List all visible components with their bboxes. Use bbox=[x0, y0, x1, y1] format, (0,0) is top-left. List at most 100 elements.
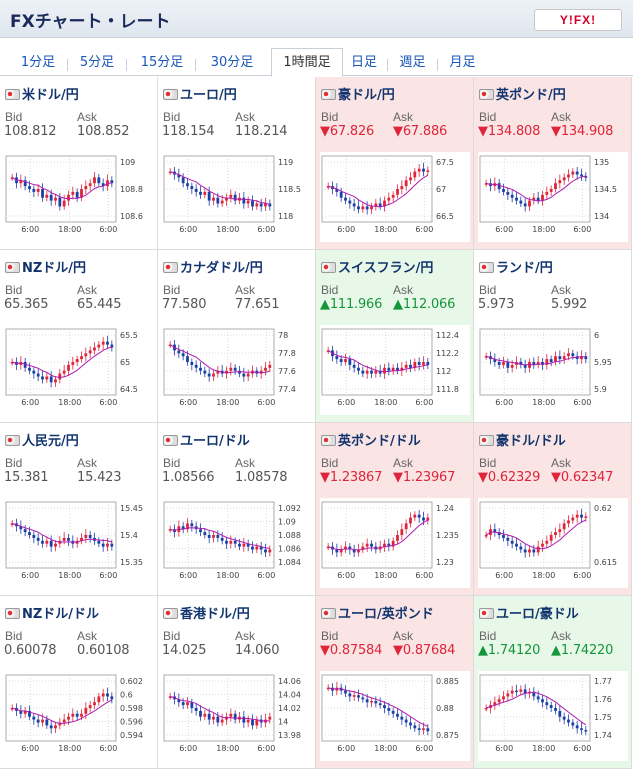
rate-card[interactable]: ユーロ/英ポンド Bid Ask ▼0.87584 ▼0.87684 0.885 0.88 0… bbox=[316, 596, 474, 769]
candle-body bbox=[75, 191, 79, 198]
mini-chart[interactable]: 67.5 67 66.5 6:00 18:00 6:00 bbox=[320, 152, 470, 242]
mini-chart[interactable]: 1.092 1.09 1.088 1.086 1.084 6:00 18:00 6:00 bbox=[162, 498, 312, 588]
y-tick-label: 1.088 bbox=[278, 531, 301, 540]
pair-name[interactable]: スイスフラン/円 bbox=[321, 257, 433, 276]
candle-body bbox=[532, 549, 536, 553]
pair-name[interactable]: NZドル/ドル bbox=[5, 603, 99, 622]
candle-body bbox=[370, 370, 373, 374]
candle-body bbox=[391, 540, 395, 547]
rate-card[interactable]: ユーロ/豪ドル Bid Ask ▲1.74120 ▲1.74220 1.77 1.76 1.7… bbox=[474, 596, 632, 769]
mini-chart[interactable]: 78 77.8 77.6 77.4 6:00 18:00 6:00 bbox=[162, 325, 312, 415]
rate-card[interactable]: ユーロ/円 Bid Ask 118.154 118.214 119 118.5 118 6:00… bbox=[158, 77, 316, 250]
rate-card[interactable]: ユーロ/ドル Bid Ask 1.08566 1.08578 1.092 1.09 1.088… bbox=[158, 423, 316, 596]
pair-name[interactable]: 豪ドル/円 bbox=[321, 84, 395, 103]
rate-card[interactable]: カナダドル/円 Bid Ask 77.580 77.651 78 77.8 77.6 77.4 6… bbox=[158, 250, 316, 423]
tab-6[interactable]: 週足 bbox=[399, 55, 426, 70]
candle-body bbox=[562, 523, 566, 530]
mini-chart[interactable]: 109 108.8 108.6 6:00 18:00 6:00 bbox=[4, 152, 154, 242]
mini-chart[interactable]: 112.4 112.2 112 111.8 6:00 18:00 6:00 bbox=[320, 325, 470, 415]
candle-body bbox=[422, 517, 425, 521]
mini-chart[interactable]: 1.24 1.235 1.23 6:00 18:00 6:00 bbox=[320, 498, 470, 588]
flag-icon bbox=[321, 89, 336, 100]
flag-icon bbox=[163, 435, 178, 446]
candle-body bbox=[404, 180, 408, 187]
bid-number: 134.808 bbox=[487, 124, 541, 139]
y-tick-label: 0.594 bbox=[120, 731, 143, 740]
candle-body bbox=[339, 191, 343, 198]
tab-1[interactable]: 5分足 bbox=[79, 55, 115, 70]
pair-name[interactable]: 英ポンド/ドル bbox=[321, 430, 421, 449]
mini-chart[interactable]: 0.885 0.88 0.875 6:00 18:00 6:00 bbox=[320, 671, 470, 761]
candle-body bbox=[246, 373, 250, 377]
flag-icon bbox=[479, 262, 494, 273]
pair-name[interactable]: ユーロ/円 bbox=[163, 84, 237, 103]
pair-name[interactable]: ユーロ/豪ドル bbox=[479, 603, 579, 622]
candle-body bbox=[326, 546, 330, 549]
candle-body bbox=[32, 535, 36, 538]
rate-card[interactable]: 米ドル/円 Bid Ask 108.812 108.852 109 108.8 108.6 6:… bbox=[0, 77, 158, 250]
moving-average-line bbox=[12, 346, 112, 378]
rate-card[interactable]: 豪ドル/円 Bid Ask ▼67.826 ▼67.886 67.5 67 66.5 6:00 1… bbox=[316, 77, 474, 250]
ask-label: Ask bbox=[551, 456, 572, 470]
rate-card[interactable]: 香港ドル/円 Bid Ask 14.025 14.060 14.06 14.04 14.02 1… bbox=[158, 596, 316, 769]
mini-chart[interactable]: 6 5.95 5.9 6:00 18:00 6:00 bbox=[478, 325, 628, 415]
pair-label: 英ポンド/ドル bbox=[338, 434, 421, 449]
tab-3[interactable]: 30分足 bbox=[210, 55, 254, 70]
rate-card[interactable]: 英ポンド/ドル Bid Ask ▼1.23867 ▼1.23967 1.24 1.235 1.… bbox=[316, 423, 474, 596]
tab-5[interactable]: 日足 bbox=[350, 55, 377, 70]
mini-chart[interactable]: 0.62 0.615 6:00 18:00 6:00 bbox=[478, 498, 628, 588]
candle-body bbox=[357, 549, 360, 553]
mini-chart[interactable]: 0.602 0.6 0.598 0.596 0.594 6:00 18:00 6:00 bbox=[4, 671, 154, 761]
pair-name[interactable]: 英ポンド/円 bbox=[479, 84, 566, 103]
mini-chart[interactable]: 1.77 1.76 1.75 1.74 6:00 18:00 6:00 bbox=[478, 671, 628, 761]
x-tick-label: 18:00 bbox=[58, 571, 81, 580]
candle-body bbox=[67, 716, 70, 720]
candle-body bbox=[404, 364, 408, 368]
tab-2[interactable]: 15分足 bbox=[140, 55, 184, 70]
candle-body bbox=[519, 689, 523, 692]
y-tick-label: 108.6 bbox=[120, 212, 143, 221]
bid-value: ▼0.87584 bbox=[320, 643, 382, 658]
pair-name[interactable]: 人民元/円 bbox=[5, 430, 79, 449]
pair-name[interactable]: 豪ドル/ドル bbox=[479, 430, 566, 449]
pair-label: ユーロ/豪ドル bbox=[496, 607, 579, 622]
candle-body bbox=[422, 728, 425, 731]
tab-4[interactable]: 1時間足 bbox=[271, 48, 343, 77]
rate-card[interactable]: ランド/円 Bid Ask 5.973 5.992 6 5.95 5.9 6:00 18:00 6:… bbox=[474, 250, 632, 423]
candle-body bbox=[229, 713, 233, 717]
rate-card[interactable]: 英ポンド/円 Bid Ask ▼134.808 ▼134.908 135 134.5 134 6… bbox=[474, 77, 632, 250]
rate-card[interactable]: NZドル/ドル Bid Ask 0.60078 0.60108 0.602 0.6 0.598… bbox=[0, 596, 158, 769]
pair-name[interactable]: ランド/円 bbox=[479, 257, 553, 276]
ask-value: ▲112.066 bbox=[393, 297, 455, 312]
candle-body bbox=[101, 693, 105, 697]
yjfx-logo[interactable]: Y!FX! bbox=[534, 9, 622, 31]
y-tick-label: 1.086 bbox=[278, 545, 301, 554]
pair-name[interactable]: カナダドル/円 bbox=[163, 257, 263, 276]
rate-card[interactable]: NZドル/円 Bid Ask 65.365 65.445 65.5 65 64.5 6:00 18… bbox=[0, 250, 158, 423]
mini-chart[interactable]: 119 118.5 118 6:00 18:00 6:00 bbox=[162, 152, 312, 242]
tab-7[interactable]: 月足 bbox=[449, 55, 476, 70]
mini-chart[interactable]: 15.45 15.4 15.35 6:00 18:00 6:00 bbox=[4, 498, 154, 588]
candle-body bbox=[484, 535, 488, 537]
pair-name[interactable]: 香港ドル/円 bbox=[163, 603, 250, 622]
tab-0[interactable]: 1分足 bbox=[20, 55, 56, 70]
pair-name[interactable]: ユーロ/ドル bbox=[163, 430, 250, 449]
candle-body bbox=[335, 189, 339, 192]
candle-body bbox=[212, 197, 215, 201]
candle-body bbox=[207, 713, 211, 720]
mini-chart[interactable]: 135 134.5 134 6:00 18:00 6:00 bbox=[478, 152, 628, 242]
mini-chart[interactable]: 65.5 65 64.5 6:00 18:00 6:00 bbox=[4, 325, 154, 415]
rate-card[interactable]: スイスフラン/円 Bid Ask ▲111.966 ▲112.066 112.4 112.2… bbox=[316, 250, 474, 423]
candle-body bbox=[510, 540, 514, 544]
bid-value: 118.154 bbox=[162, 124, 215, 139]
pair-name[interactable]: ユーロ/英ポンド bbox=[321, 603, 434, 622]
candle-body bbox=[545, 359, 549, 365]
rate-card[interactable]: 豪ドル/ドル Bid Ask ▼0.62329 ▼0.62347 0.62 0.615 6:0… bbox=[474, 423, 632, 596]
candle-body bbox=[348, 693, 352, 697]
rate-card[interactable]: 人民元/円 Bid Ask 15.381 15.423 15.45 15.4 15.35 6:0… bbox=[0, 423, 158, 596]
pair-name[interactable]: 米ドル/円 bbox=[5, 84, 79, 103]
mini-chart[interactable]: 14.06 14.04 14.02 14 13.98 6:00 18:00 6:00 bbox=[162, 671, 312, 761]
pair-name[interactable]: NZドル/円 bbox=[5, 257, 86, 276]
y-tick-label: 15.4 bbox=[120, 531, 138, 540]
